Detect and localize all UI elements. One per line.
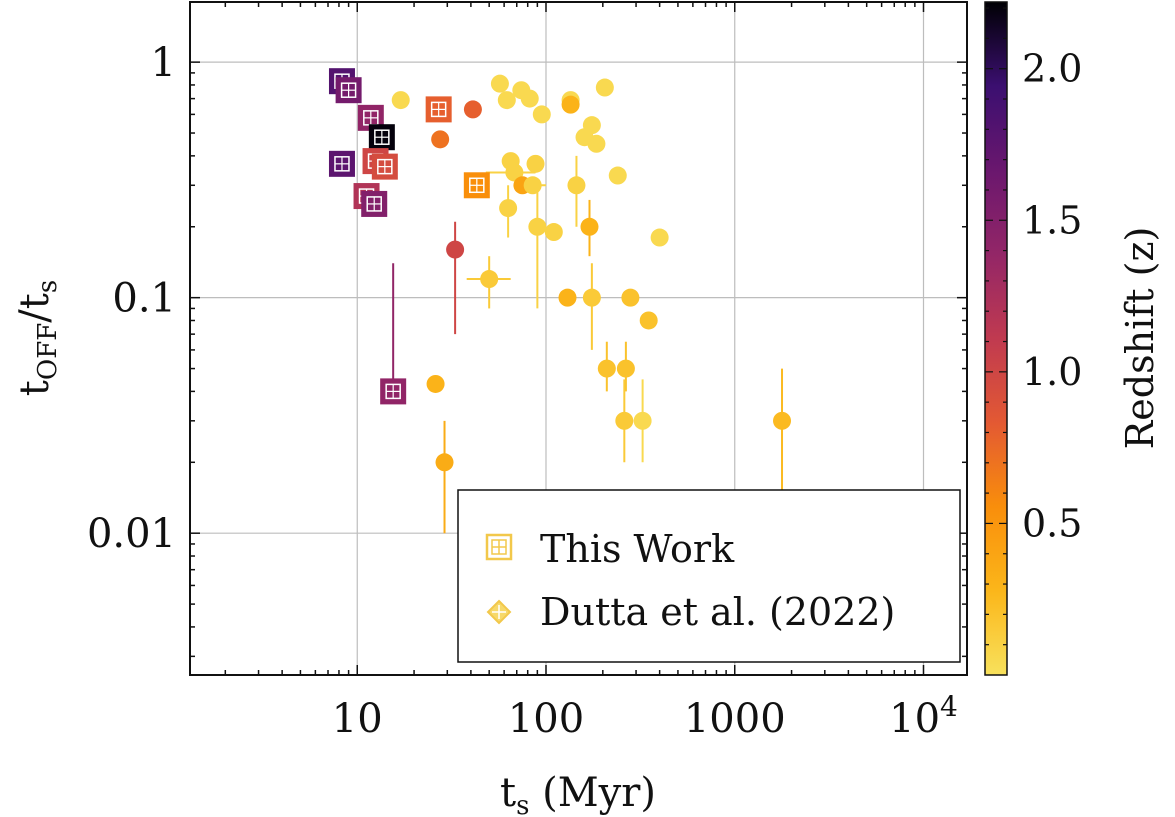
this-work-point [425, 96, 452, 123]
this-work-point [463, 172, 490, 199]
x-tick-label: 1000 [684, 696, 786, 742]
legend: This Work Dutta et al. (2022) [457, 489, 961, 663]
colorbar-tick-label: 1.5 [1022, 198, 1082, 242]
x-tick-label: 104 [889, 690, 958, 742]
dutta-point [580, 217, 599, 236]
colorbar-tick-label: 2.0 [1022, 47, 1082, 91]
dutta-point [526, 154, 545, 173]
x-axis-title: ts (Myr) [500, 770, 656, 817]
this-work-point [328, 150, 355, 177]
dutta-point [520, 89, 539, 108]
this-work-point [361, 190, 388, 217]
dutta-point [499, 199, 518, 218]
dutta-point [532, 105, 551, 124]
dutta-point [463, 100, 482, 119]
x-tick-label: 10 [332, 696, 383, 742]
colorbar-ticks: 0.5 1.0 1.5 2.0 [985, 7, 1082, 646]
dutta-point [587, 134, 606, 153]
colorbar-gradient [984, 1, 1008, 676]
colorbar-tick-label: 1.0 [1022, 350, 1082, 394]
dutta-point [497, 91, 516, 110]
legend-label-dutta: Dutta et al. (2022) [540, 590, 895, 634]
dutta-point [435, 453, 454, 472]
dutta-point [608, 166, 627, 185]
data-points [328, 68, 792, 472]
dutta-point [446, 240, 465, 259]
legend-label-this-work: This Work [540, 527, 735, 571]
axis-ticks [190, 2, 967, 675]
y-tick-label: 0.1 [112, 276, 176, 322]
dutta-point [505, 163, 524, 182]
dutta-point [558, 288, 577, 307]
dutta-point [582, 288, 601, 307]
y-tick-label: 0.01 [87, 511, 176, 557]
dutta-point [523, 176, 542, 195]
error-bars [392, 155, 784, 534]
y-axis-title: tOFF/ts [12, 280, 63, 396]
dutta-point [615, 411, 634, 430]
dutta-point [567, 176, 586, 195]
this-work-point [371, 153, 398, 180]
plot-area-frame [189, 1, 968, 676]
axis-tick-labels: 10 100 1000 104 0.01 0.1 1 [87, 40, 958, 742]
this-work-point [335, 77, 362, 104]
dutta-point [597, 359, 616, 378]
legend-diamond-plus-icon [486, 599, 512, 625]
dutta-point [633, 411, 652, 430]
this-work-point [368, 124, 395, 151]
dutta-point [480, 270, 499, 289]
dutta-point [528, 217, 547, 236]
dutta-point [621, 288, 640, 307]
dutta-point [639, 311, 658, 330]
dutta-point [561, 95, 580, 114]
dutta-point [544, 223, 563, 242]
dutta-point [431, 130, 450, 149]
dutta-point [391, 91, 410, 110]
colorbar-tick-label: 0.5 [1022, 501, 1082, 545]
dutta-point [595, 78, 614, 97]
legend-box [457, 489, 961, 663]
legend-square-plus-icon [485, 533, 513, 561]
x-tick-label: 100 [508, 696, 584, 742]
this-work-point [380, 378, 407, 405]
dutta-point [773, 411, 792, 430]
dutta-point [426, 374, 445, 393]
dutta-point [490, 74, 509, 93]
y-tick-label: 1 [151, 40, 176, 86]
colorbar-title: Redshift (z) [1118, 227, 1162, 450]
dutta-point [616, 359, 635, 378]
dutta-point [650, 228, 669, 247]
colorbar: 0.5 1.0 1.5 2.0 Redshift (z) [984, 1, 1162, 676]
dutta-point [582, 116, 601, 135]
